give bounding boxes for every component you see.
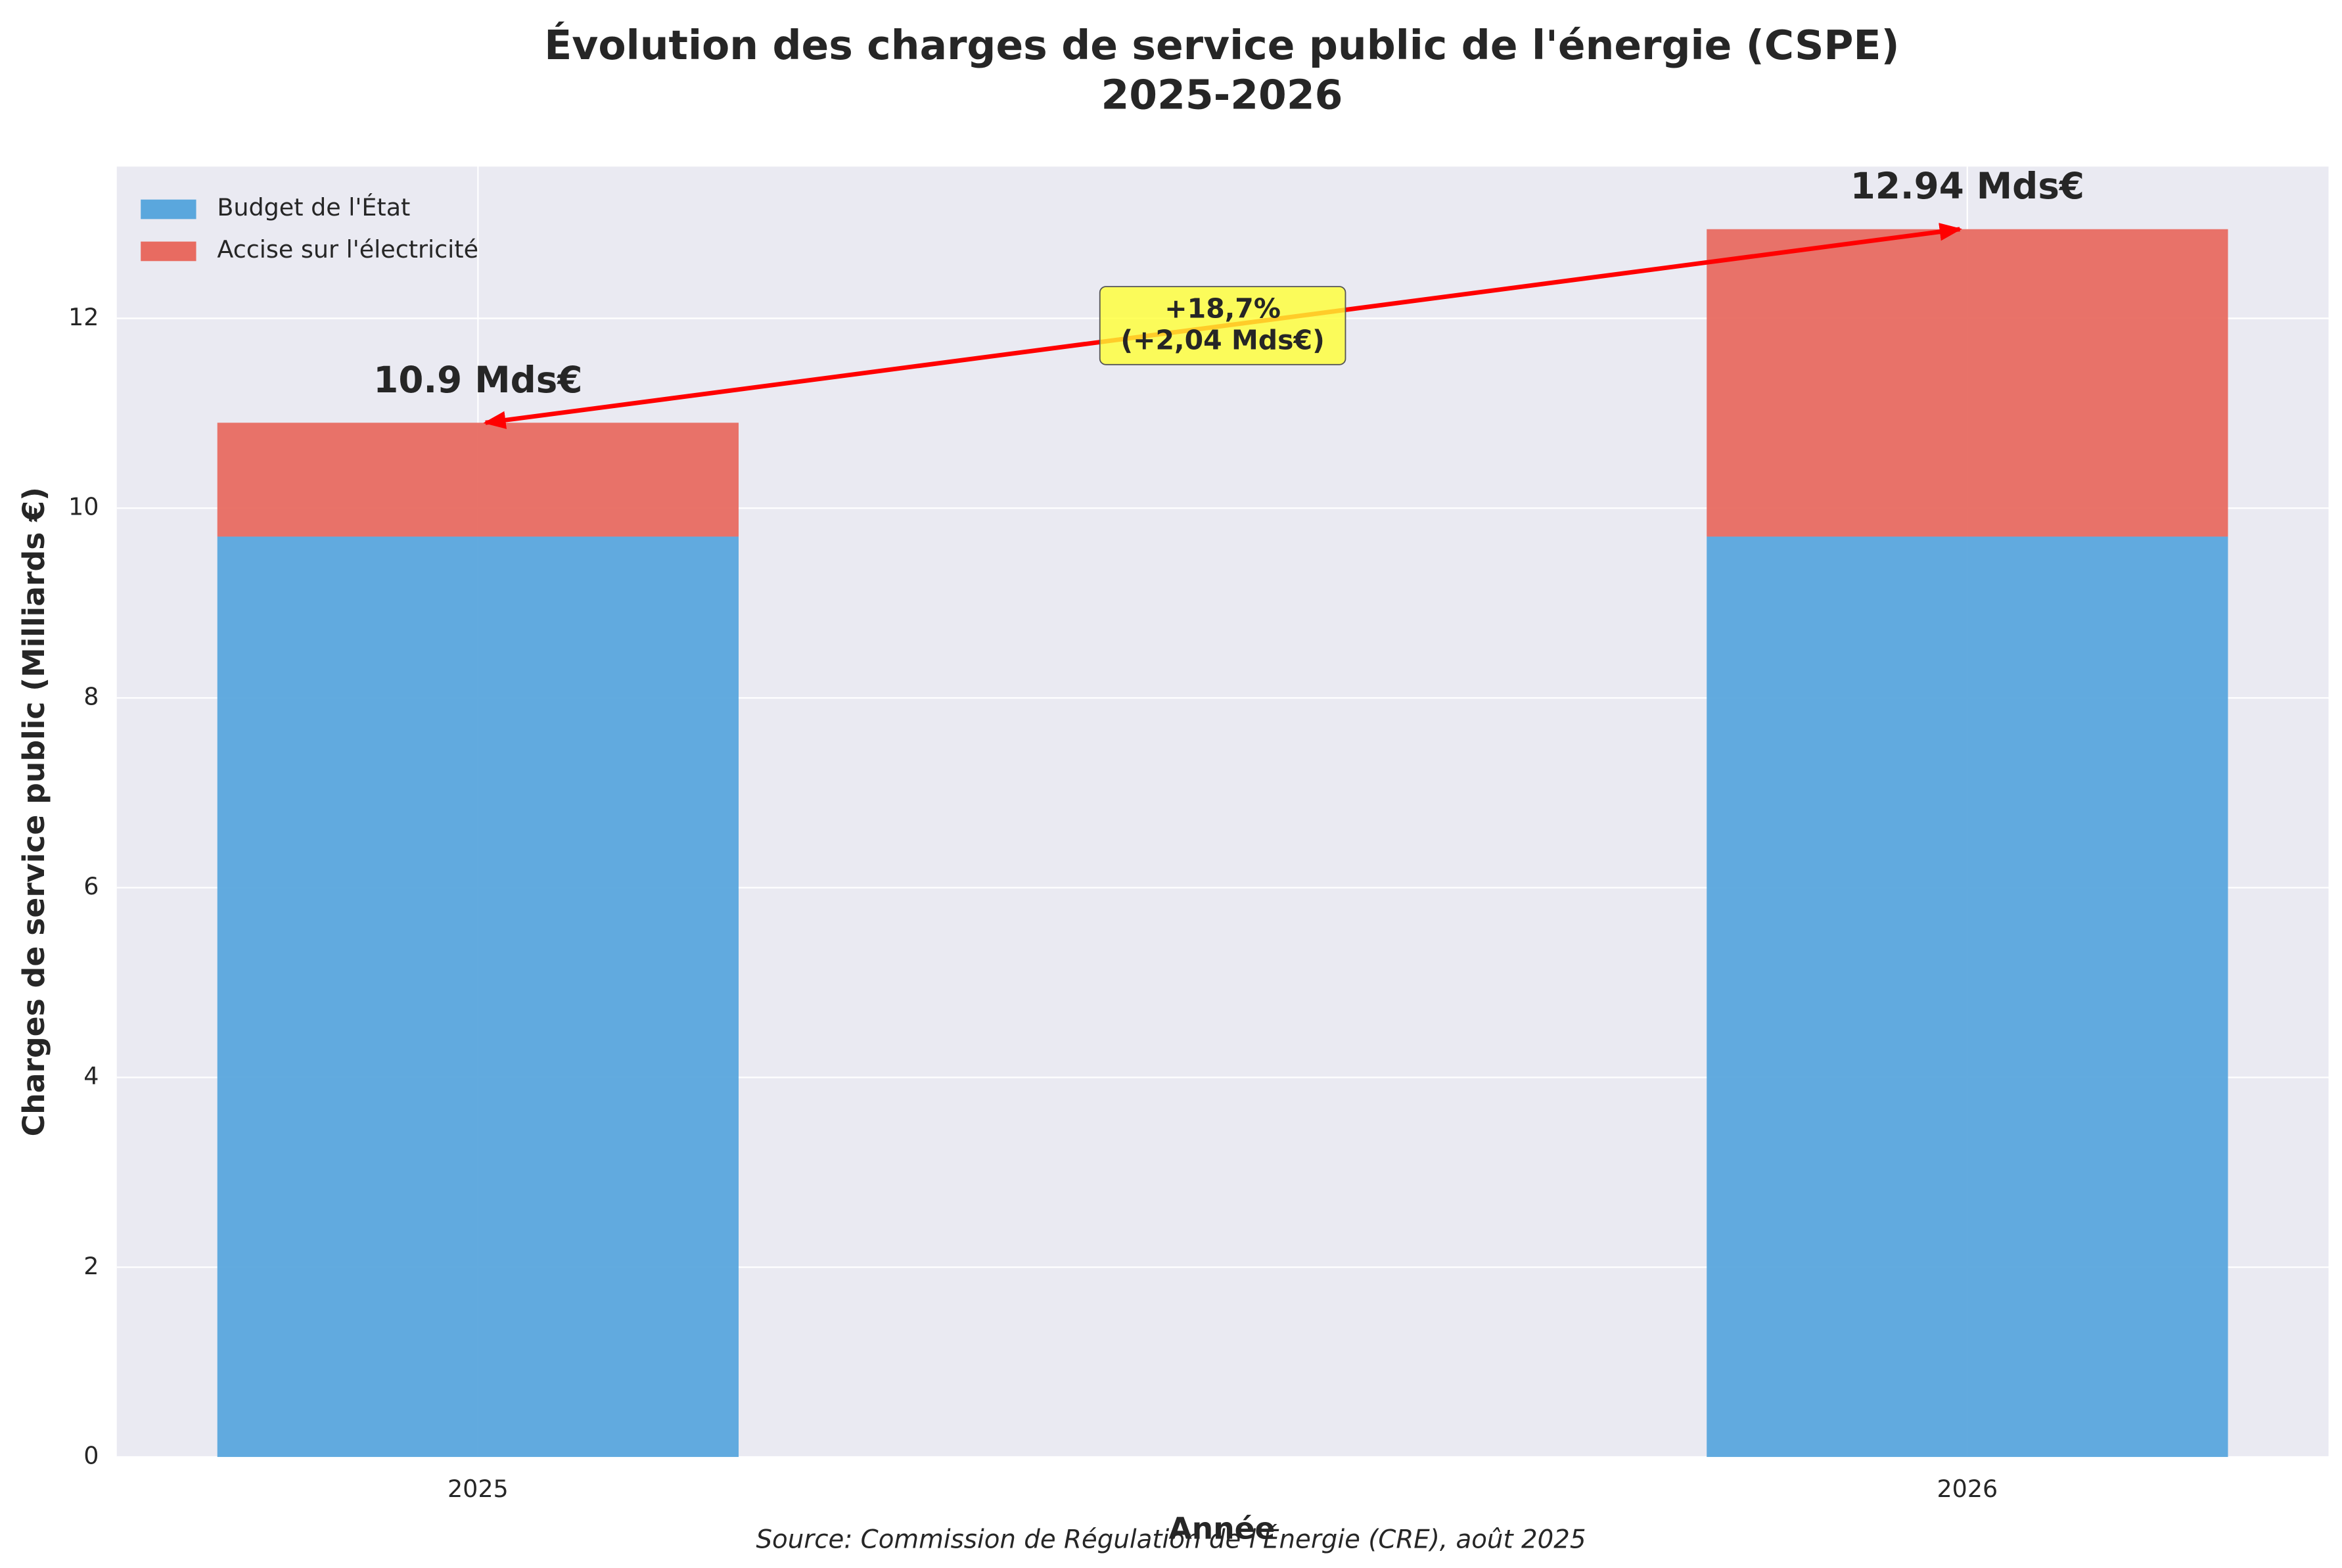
y-tick-label: 10 (68, 493, 99, 521)
legend-swatch (141, 241, 196, 262)
y-tick-label: 4 (83, 1062, 99, 1090)
legend-label: Budget de l'État (217, 193, 410, 221)
annotation-text: (+2,04 Mds€) (1120, 325, 1324, 356)
annotation-text: +18,7% (1164, 293, 1281, 325)
total-label: 10.9 Mds€ (373, 359, 582, 401)
x-axis-label: Année (1169, 1511, 1275, 1546)
chart-subtitle: 2025-2026 (1101, 71, 1343, 118)
bar-segment (217, 423, 739, 537)
annotation-box (1099, 286, 1346, 365)
x-tick-label: 2025 (448, 1475, 509, 1503)
y-tick-label: 6 (83, 872, 99, 900)
y-axis-label: Charges de service public (Milliards €) (16, 487, 51, 1136)
bar-segment (217, 536, 739, 1458)
x-tick-label: 2026 (1937, 1475, 1998, 1503)
y-tick-label: 12 (68, 303, 99, 331)
legend-label: Accise sur l'électricité (217, 235, 478, 264)
bar-segment (1707, 229, 2228, 537)
legend-swatch (141, 199, 196, 219)
total-label: 12.94 Mds€ (1850, 165, 2084, 207)
source-note: Source: Commission de Régulation de l'Én… (756, 1523, 1586, 1554)
y-tick-label: 2 (83, 1252, 99, 1280)
bar-segment (1707, 536, 2228, 1458)
chart-title: Évolution des charges de service public … (544, 21, 1899, 69)
y-tick-label: 8 (83, 682, 99, 710)
y-tick-label: 0 (83, 1442, 99, 1470)
